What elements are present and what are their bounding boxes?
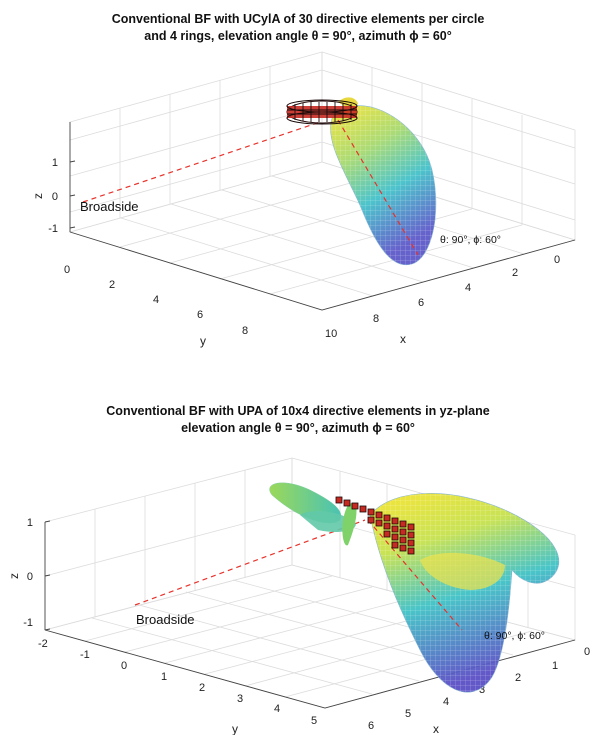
chart-1: Conventional BF with UCylA of 30 directi…	[31, 12, 577, 348]
chart-2-z-ticks: 1 0 -1 z	[7, 517, 51, 631]
chart-1-z-tick: -1	[48, 223, 58, 235]
chart-2-z-label: z	[7, 573, 21, 579]
chart-1-x-ticks: 0 2 4 6 8 10 x	[325, 254, 560, 346]
chart-1-z-label: z	[31, 193, 45, 199]
chart-2-title-line2: elevation angle θ = 90°, azimuth ϕ = 60°	[181, 421, 415, 435]
chart-2-steer-label: θ: 90°, ϕ: 60°	[484, 630, 545, 642]
chart-1-floor-axes	[69, 231, 576, 311]
chart-2-x-label: x	[433, 722, 439, 735]
chart-1-x-label: x	[400, 332, 406, 346]
chart-1-y-tick: 6	[197, 309, 203, 321]
chart-2-y-tick: 2	[199, 682, 205, 694]
chart-1-broadside-label: Broadside	[80, 199, 139, 214]
chart-2-y-tick: 3	[237, 693, 243, 705]
chart-1-steer-label: θ: 90°, ϕ: 60°	[440, 234, 501, 246]
chart-2-z-tick: 1	[27, 517, 33, 529]
chart-2-x-tick: 4	[443, 696, 449, 708]
chart-1-broadside-line	[82, 121, 321, 203]
chart-1-x-tick: 2	[512, 267, 518, 279]
chart-1-y-tick: 4	[153, 294, 159, 306]
chart-2-y-label: y	[232, 722, 238, 735]
chart-2-z-tick: -1	[23, 617, 33, 629]
chart-2-x-ticks: 0 1 2 3 4 5 6 x	[368, 646, 590, 735]
chart-1-x-tick: 4	[465, 282, 471, 294]
chart-2-array-elements	[335, 496, 415, 555]
chart-2-steer-line	[367, 519, 463, 631]
chart-2-x-tick: 0	[584, 646, 590, 658]
chart-1-title-line2: and 4 rings, elevation angle θ = 90°, az…	[144, 29, 451, 43]
chart-2-y-tick: 5	[311, 715, 317, 727]
chart-1-beam-pattern	[330, 97, 437, 266]
chart-2-y-ticks: -2 -1 0 1 2 3 4 5 y	[38, 638, 317, 735]
chart-1-z-tick: 1	[52, 157, 58, 169]
chart-2-x-tick: 1	[552, 660, 558, 672]
chart-1-title-line1: Conventional BF with UCylA of 30 directi…	[112, 12, 485, 26]
chart-1-x-zero-tick: 0	[554, 254, 560, 266]
chart-2-y-tick: -2	[38, 638, 48, 650]
chart-2-x-tick: 2	[515, 672, 521, 684]
chart-2-y-tick: 0	[121, 660, 127, 672]
chart-1-x-tick: 6	[418, 297, 424, 309]
chart-1-z-ticks: 1 0 -1 z	[31, 157, 76, 235]
chart-1-y-tick: 8	[242, 325, 248, 337]
chart-2-broadside-label: Broadside	[136, 612, 195, 627]
chart-2-x-tick: 5	[405, 708, 411, 720]
chart-1-z-tick: 0	[52, 191, 58, 203]
chart-1-x-tick: 10	[325, 328, 337, 340]
chart-2-x-tick: 6	[368, 720, 374, 732]
chart-2: Conventional BF with UPA of 10x4 directi…	[7, 404, 590, 735]
chart-1-array-elements	[286, 99, 358, 125]
chart-2-z-tick: 0	[27, 571, 33, 583]
chart-1-steer-line	[337, 119, 419, 256]
chart-2-x-tick: 3	[479, 684, 485, 696]
chart-2-broadside-line	[134, 519, 366, 606]
chart-2-y-tick: -1	[80, 649, 90, 661]
chart-1-y-ticks: 0 2 4 6 8 y	[64, 264, 248, 348]
chart-1-y-label: y	[200, 334, 206, 348]
chart-1-y-tick: 2	[109, 279, 115, 291]
chart-2-title-line1: Conventional BF with UPA of 10x4 directi…	[106, 404, 489, 418]
chart-1-y-tick: 0	[64, 264, 70, 276]
chart-2-beam-pattern	[269, 482, 559, 693]
chart-1-x-tick: 8	[373, 313, 379, 325]
chart-2-y-tick: 4	[274, 703, 280, 715]
chart-2-y-tick: 1	[161, 671, 167, 683]
